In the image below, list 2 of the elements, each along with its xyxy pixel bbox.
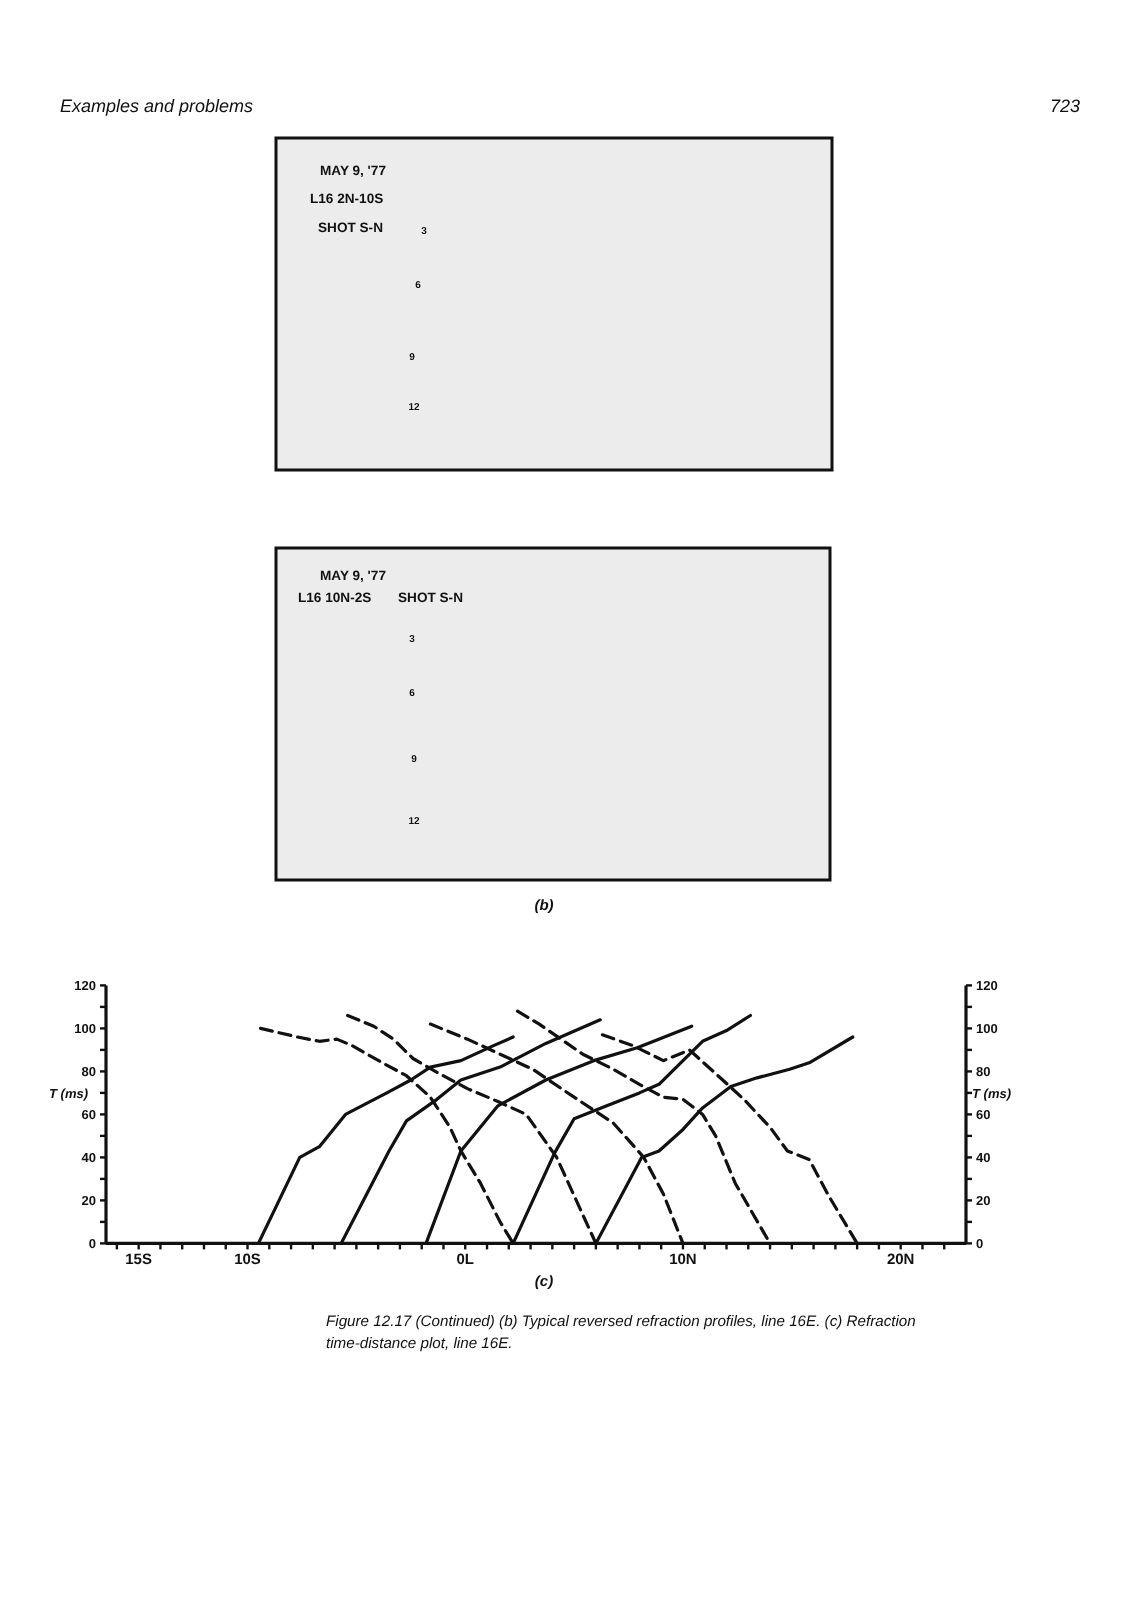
text: Examples and problems [60, 96, 255, 116]
text: 723 [1049, 96, 1080, 116]
